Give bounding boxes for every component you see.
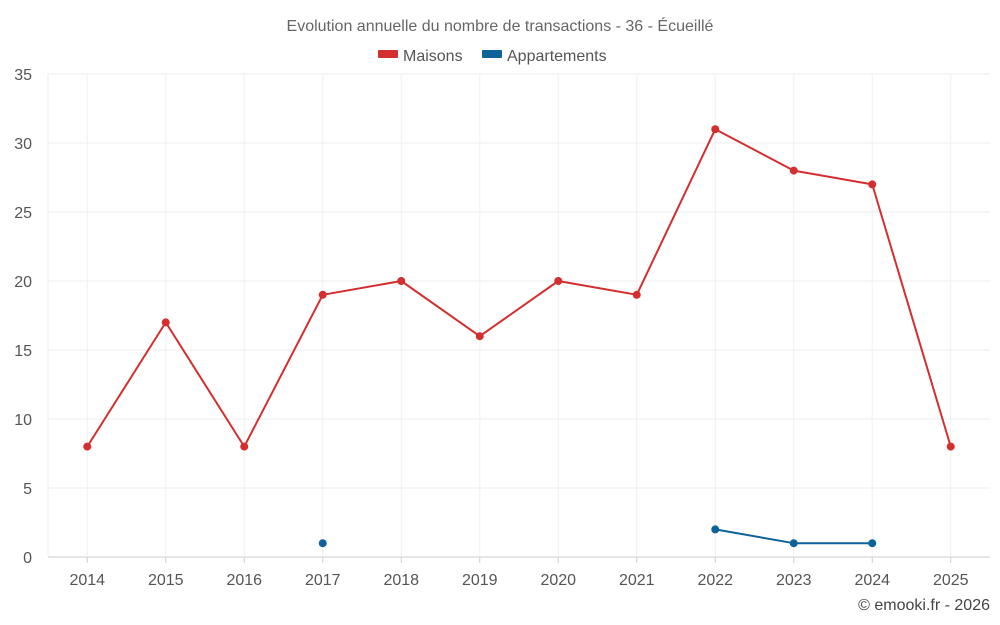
data-point-appartements-2024[interactable] xyxy=(868,539,877,548)
legend-swatch-maisons xyxy=(378,50,398,58)
data-point-maisons-2025[interactable] xyxy=(946,442,955,451)
y-tick-label: 5 xyxy=(23,481,32,498)
data-point-appartements-2017[interactable] xyxy=(318,539,327,548)
data-point-maisons-2024[interactable] xyxy=(868,180,877,189)
y-tick-label: 25 xyxy=(14,205,32,222)
x-tick-label: 2024 xyxy=(854,572,890,589)
x-tick-label: 2016 xyxy=(226,572,262,589)
grid xyxy=(47,73,990,558)
x-tick-label: 2025 xyxy=(933,572,969,589)
x-tick-label: 2019 xyxy=(462,572,498,589)
data-point-maisons-2016[interactable] xyxy=(240,442,249,451)
x-tick-label: 2021 xyxy=(619,572,655,589)
x-tick-label: 2022 xyxy=(697,572,733,589)
data-point-maisons-2017[interactable] xyxy=(318,290,327,299)
series-layer xyxy=(83,125,955,548)
series-line-maisons xyxy=(86,128,952,448)
legend-swatch-appartements xyxy=(482,50,502,58)
data-point-appartements-2023[interactable] xyxy=(789,539,798,548)
y-tick-label: 10 xyxy=(14,412,32,429)
legend-item-maisons[interactable]: Maisons xyxy=(378,48,463,65)
x-tick-label: 2020 xyxy=(540,572,576,589)
data-point-maisons-2022[interactable] xyxy=(711,125,720,134)
chart-title: Evolution annuelle du nombre de transact… xyxy=(287,16,714,35)
legend-item-appartements[interactable]: Appartements xyxy=(482,48,607,65)
legend-label-appartements: Appartements xyxy=(507,48,607,65)
legend: Maisons Appartements xyxy=(378,48,607,65)
legend-label-maisons: Maisons xyxy=(403,48,463,65)
data-point-maisons-2021[interactable] xyxy=(632,290,641,299)
data-point-maisons-2023[interactable] xyxy=(789,166,798,175)
y-tick-label: 0 xyxy=(23,550,32,567)
x-tick-label: 2023 xyxy=(776,572,812,589)
data-point-appartements-2022[interactable] xyxy=(711,525,720,534)
credit-text: © emooki.fr - 2026 xyxy=(858,597,990,614)
data-point-maisons-2019[interactable] xyxy=(475,332,484,341)
data-point-maisons-2015[interactable] xyxy=(161,318,170,327)
y-tick-label: 15 xyxy=(14,343,32,360)
x-axis: 2014 2015 2016 2017 2018 2019 2020 2021 2022 2023… xyxy=(69,557,969,589)
y-tick-label: 35 xyxy=(14,67,32,84)
x-tick-label: 2017 xyxy=(305,572,341,589)
y-tick-label: 30 xyxy=(14,136,32,153)
x-tick-label: 2014 xyxy=(69,572,105,589)
data-point-maisons-2018[interactable] xyxy=(397,277,406,285)
y-tick-label: 20 xyxy=(14,274,32,291)
data-point-maisons-2020[interactable] xyxy=(554,277,563,285)
y-axis: 0 5 10 15 20 25 30 35 xyxy=(14,67,32,567)
x-tick-label: 2018 xyxy=(383,572,419,589)
data-point-maisons-2014[interactable] xyxy=(83,442,92,451)
x-tick-label: 2015 xyxy=(148,572,184,589)
